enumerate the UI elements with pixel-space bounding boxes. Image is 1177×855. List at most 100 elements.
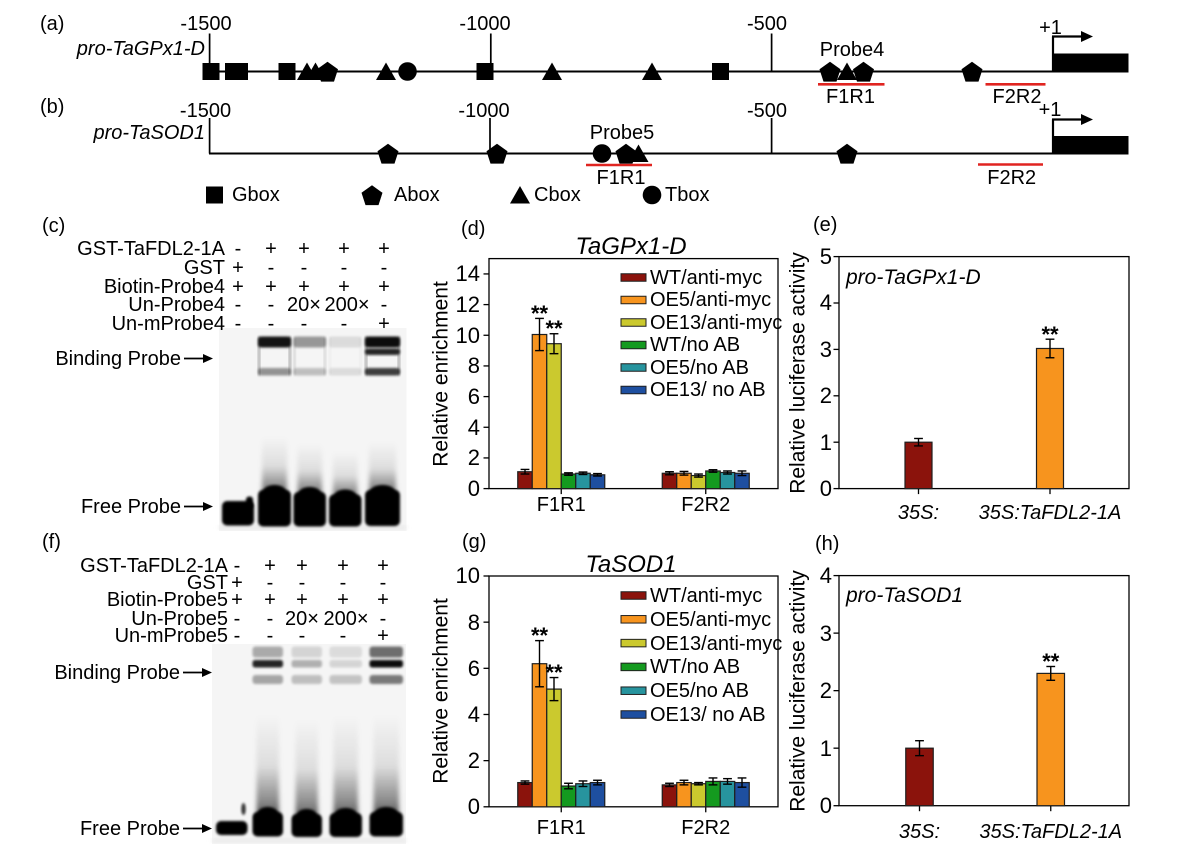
legend-swatch-g-s5 bbox=[620, 710, 647, 719]
legend-swatch-g-s1 bbox=[620, 615, 647, 624]
panel-f-binding-probe-label: Binding Probe bbox=[54, 661, 180, 684]
chart-g-y-tick-label: 6 bbox=[467, 655, 480, 681]
chart-g-x-category-label: F1R1 bbox=[536, 817, 586, 840]
emsa-c-sign: + bbox=[378, 313, 390, 336]
pointer-arrow-head bbox=[203, 354, 213, 363]
binding-band-bottom bbox=[291, 675, 322, 684]
plot-border bbox=[838, 574, 1130, 807]
tss-arrow-head bbox=[1081, 114, 1093, 125]
panel-a-f2r2-label: F2R2 bbox=[992, 85, 1042, 108]
emsa-gel-f bbox=[183, 644, 406, 844]
emsa-f-sign: - bbox=[233, 624, 241, 647]
binding-band-top bbox=[291, 646, 322, 658]
panel-b-f2r2-label: F2R2 bbox=[987, 166, 1037, 189]
bar-g-f2r2-s2 bbox=[690, 783, 707, 808]
motif-legend-label-gbox: Gbox bbox=[232, 184, 280, 207]
emsa-c-sign: - bbox=[267, 313, 275, 336]
free-probe-band bbox=[329, 494, 362, 527]
bar-d-f2r2-s3 bbox=[705, 470, 721, 490]
panel-c-binding-probe-label: Binding Probe bbox=[55, 347, 181, 370]
emsa-c-sign: - bbox=[300, 256, 308, 279]
emsa-f-sign: - bbox=[233, 554, 241, 577]
binding-band-bottom bbox=[329, 675, 362, 684]
binding-band-top bbox=[293, 336, 326, 348]
plot-border bbox=[488, 575, 779, 808]
emsa-c-sign: - bbox=[234, 313, 242, 336]
abox-pentagon-symbol bbox=[961, 61, 983, 82]
panel-b-tss-label: +1 bbox=[1038, 99, 1062, 122]
binding-band-top bbox=[252, 646, 283, 658]
abox-pentagon-symbol bbox=[836, 143, 858, 164]
bar-g-f2r2-s1 bbox=[676, 781, 692, 808]
binding-band-mid bbox=[291, 660, 322, 668]
free-probe-band bbox=[365, 490, 400, 526]
emsa-f-sign: - bbox=[233, 607, 241, 630]
chart-d-y-tick-label: 12 bbox=[455, 292, 480, 317]
motif-legend-label-cbox: Cbox bbox=[534, 184, 581, 207]
binding-band-top bbox=[365, 336, 400, 348]
emsa-c-row-label: Un-mProbe4 bbox=[111, 313, 225, 336]
emsa-c-sign: + bbox=[378, 237, 390, 260]
cbox-triangle-symbol bbox=[542, 62, 562, 80]
pointer-arrow-head bbox=[203, 502, 213, 511]
free-probe-band-dome bbox=[334, 808, 357, 822]
emsa-c-row-label: Un-Probe4 bbox=[128, 294, 225, 317]
free-probe-smear bbox=[373, 715, 399, 818]
bar-e-1 bbox=[1035, 347, 1065, 490]
chart-h-y-tick-label: 4 bbox=[819, 563, 832, 588]
binding-band-bottom bbox=[293, 368, 326, 376]
binding-band-top bbox=[329, 646, 362, 658]
emsa-f-sign: + bbox=[296, 588, 308, 611]
gel-bottom-edge bbox=[219, 526, 407, 530]
legend-swatch-d-s2 bbox=[620, 318, 647, 327]
abox-pentagon-symbol bbox=[486, 143, 508, 164]
emsa-f-sign: - bbox=[298, 624, 306, 647]
emsa-f-row-label: Un-mProbe5 bbox=[114, 624, 228, 647]
abox-pentagon-symbol bbox=[317, 61, 338, 82]
bar-chart-d bbox=[483, 257, 779, 495]
emsa-c-sign: + bbox=[338, 275, 350, 298]
chart-e-significance: ** bbox=[1041, 321, 1059, 347]
bar-d-f1r1-s5 bbox=[589, 474, 606, 490]
gel-bottom-edge bbox=[212, 839, 406, 843]
chart-h-x-category-label: 35S:TaFDL2-1A bbox=[979, 821, 1123, 843]
free-probe-band-dome bbox=[370, 485, 395, 499]
emsa-f-sign: - bbox=[379, 571, 387, 594]
panel-h-letter: (h) bbox=[815, 532, 840, 555]
pointer-arrow-head bbox=[202, 668, 212, 677]
emsa-f-sign: + bbox=[377, 588, 389, 611]
bar-h-1 bbox=[1036, 672, 1066, 807]
emsa-c-sign: + bbox=[338, 237, 350, 260]
chart-d-y-tick-label: 4 bbox=[467, 414, 480, 440]
emsa-c-row-label: GST bbox=[183, 256, 225, 279]
promoter-diagram-a bbox=[202, 31, 1129, 86]
bar-d-f1r1-s4 bbox=[575, 472, 591, 490]
chart-g-y-axis-title: Relative enrichment bbox=[429, 598, 452, 785]
emsa-c-sign: - bbox=[267, 256, 275, 279]
emsa-f-sign: - bbox=[379, 607, 387, 630]
gbox-square-symbol bbox=[206, 186, 223, 204]
chart-g-significance: ** bbox=[530, 623, 549, 649]
chart-h-x-category-label: 35S: bbox=[898, 821, 941, 843]
panel-c-letter: (c) bbox=[42, 214, 66, 237]
gbox-square-symbol bbox=[231, 63, 248, 80]
binding-box-right-edge bbox=[288, 336, 291, 376]
emsa-c-sign: - bbox=[234, 294, 242, 317]
legend-swatch-g-s4 bbox=[620, 686, 647, 695]
chart-e-x-category-label: 35S: bbox=[897, 501, 940, 524]
chart-h-y-tick-label: 0 bbox=[819, 793, 832, 819]
emsa-gel-c bbox=[184, 328, 407, 531]
binding-band-bottom bbox=[258, 368, 291, 376]
binding-band-mid bbox=[252, 660, 283, 668]
chart-d-legend-label: OE5/anti-myc bbox=[650, 289, 772, 312]
chart-e-y-tick-label: 2 bbox=[819, 383, 832, 409]
free-probe-smear bbox=[256, 715, 279, 818]
emsa-f-sign: + bbox=[377, 554, 389, 577]
legend-swatch-d-s0 bbox=[620, 273, 647, 282]
chart-g-legend-label: WT/anti-myc bbox=[650, 584, 763, 607]
bar-chart-g bbox=[483, 575, 779, 813]
emsa-c-sign: + bbox=[265, 275, 277, 298]
emsa-f-sign: - bbox=[339, 571, 347, 594]
panel-a-tick-minus1500: -1500 bbox=[180, 12, 232, 35]
